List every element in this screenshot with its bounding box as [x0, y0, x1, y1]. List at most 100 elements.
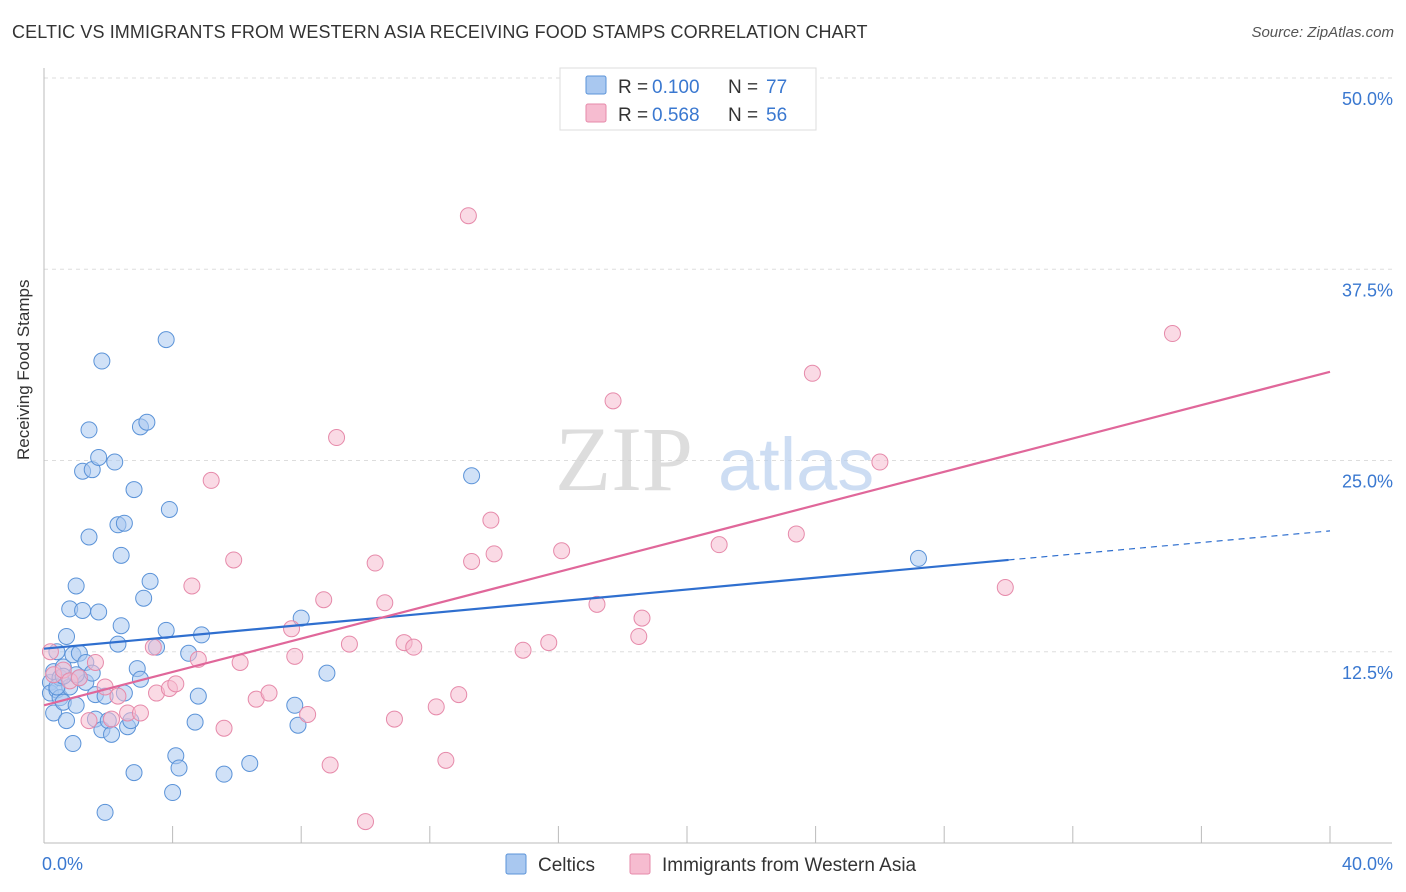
data-point	[41, 643, 59, 661]
trend-lines	[43, 370, 1331, 707]
watermark-zip: ZIP	[555, 408, 693, 510]
data-point	[321, 756, 339, 774]
data-point	[164, 784, 182, 802]
data-point	[340, 635, 358, 653]
data-point	[58, 712, 76, 730]
data-point	[160, 500, 178, 518]
data-point	[450, 686, 468, 704]
trendline-immigrants	[43, 370, 1331, 707]
data-point	[318, 664, 336, 682]
data-point	[376, 594, 394, 612]
data-point	[112, 546, 130, 564]
data-point	[202, 471, 220, 489]
chart-title: CELTIC VS IMMIGRANTS FROM WESTERN ASIA R…	[12, 22, 868, 42]
legend-swatch-celtics	[505, 853, 527, 875]
data-point	[1163, 325, 1181, 343]
data-point	[540, 634, 558, 652]
axes	[43, 68, 1392, 844]
y-tick-label: 12.5%	[1342, 663, 1393, 683]
data-point	[871, 453, 889, 471]
data-point	[183, 577, 201, 595]
x-tick-label: 40.0%	[1342, 854, 1393, 874]
data-point	[215, 719, 233, 737]
stats-r-label-1: R =	[618, 77, 648, 98]
data-point	[289, 716, 307, 734]
data-point	[427, 698, 445, 716]
watermark-atlas: atlas	[718, 423, 874, 506]
data-point	[138, 413, 156, 431]
data-point	[366, 554, 384, 572]
data-point	[86, 653, 104, 671]
data-point	[385, 710, 403, 728]
data-point	[189, 687, 207, 705]
data-point	[710, 536, 728, 554]
x-tick-label: 0.0%	[42, 854, 83, 874]
data-point	[103, 710, 121, 728]
y-tick-label: 37.5%	[1342, 280, 1393, 300]
data-point	[787, 525, 805, 543]
x-tick-labels: 0.0% 40.0%	[42, 854, 1393, 874]
data-point	[437, 751, 455, 769]
data-point	[328, 429, 346, 447]
data-point	[131, 704, 149, 722]
data-point	[514, 641, 532, 659]
data-point	[67, 696, 85, 714]
data-point	[144, 638, 162, 656]
y-tick-label: 50.0%	[1342, 89, 1393, 109]
data-point	[109, 635, 127, 653]
stats-r-label-2: R =	[618, 105, 648, 126]
data-point	[459, 207, 477, 225]
stats-swatch-immigrants	[585, 103, 607, 123]
data-point	[283, 620, 301, 638]
data-point	[96, 803, 114, 821]
stats-r-value-1: 0.100	[652, 77, 700, 98]
data-point	[996, 578, 1014, 596]
data-point	[109, 687, 127, 705]
data-point	[80, 421, 98, 439]
data-point	[588, 595, 606, 613]
y-tick-label: 25.0%	[1342, 472, 1393, 492]
legend-swatch-immigrants	[629, 853, 651, 875]
data-point	[93, 352, 111, 370]
data-point	[70, 669, 88, 687]
data-point	[553, 542, 571, 560]
data-point	[135, 589, 153, 607]
data-point	[90, 448, 108, 466]
data-point	[64, 735, 82, 753]
data-point	[125, 481, 143, 499]
data-point	[157, 331, 175, 349]
data-point	[630, 627, 648, 645]
stats-n-label-1: N =	[728, 77, 758, 98]
data-point	[633, 609, 651, 627]
data-point	[125, 764, 143, 782]
stats-swatch-celtics	[585, 75, 607, 95]
data-point	[141, 572, 159, 590]
data-point	[74, 601, 92, 619]
data-point	[405, 638, 423, 656]
data-point	[115, 514, 133, 532]
data-point	[357, 813, 374, 831]
data-point	[803, 364, 821, 382]
data-point	[286, 696, 304, 714]
series-legend: Celtics Immigrants from Western Asia	[505, 853, 917, 876]
data-point	[260, 684, 278, 702]
data-point	[170, 759, 188, 777]
data-point	[215, 765, 233, 783]
grid-lines	[44, 77, 1392, 653]
data-point	[80, 528, 98, 546]
data-point	[67, 577, 85, 595]
data-point	[463, 552, 481, 570]
stats-n-label-2: N =	[728, 105, 758, 126]
data-point	[482, 511, 500, 529]
data-point	[90, 603, 108, 621]
series-celtics	[41, 331, 927, 821]
stats-r-value-2: 0.568	[652, 105, 700, 126]
trendline-celtics	[43, 558, 1009, 650]
data-point	[299, 705, 317, 723]
data-point	[58, 627, 76, 645]
legend-label-immigrants: Immigrants from Western Asia	[662, 855, 917, 876]
y-tick-labels: 12.5% 25.0% 37.5% 50.0%	[1342, 89, 1393, 683]
data-point	[485, 545, 503, 563]
data-point	[45, 704, 63, 722]
data-point	[909, 549, 927, 567]
